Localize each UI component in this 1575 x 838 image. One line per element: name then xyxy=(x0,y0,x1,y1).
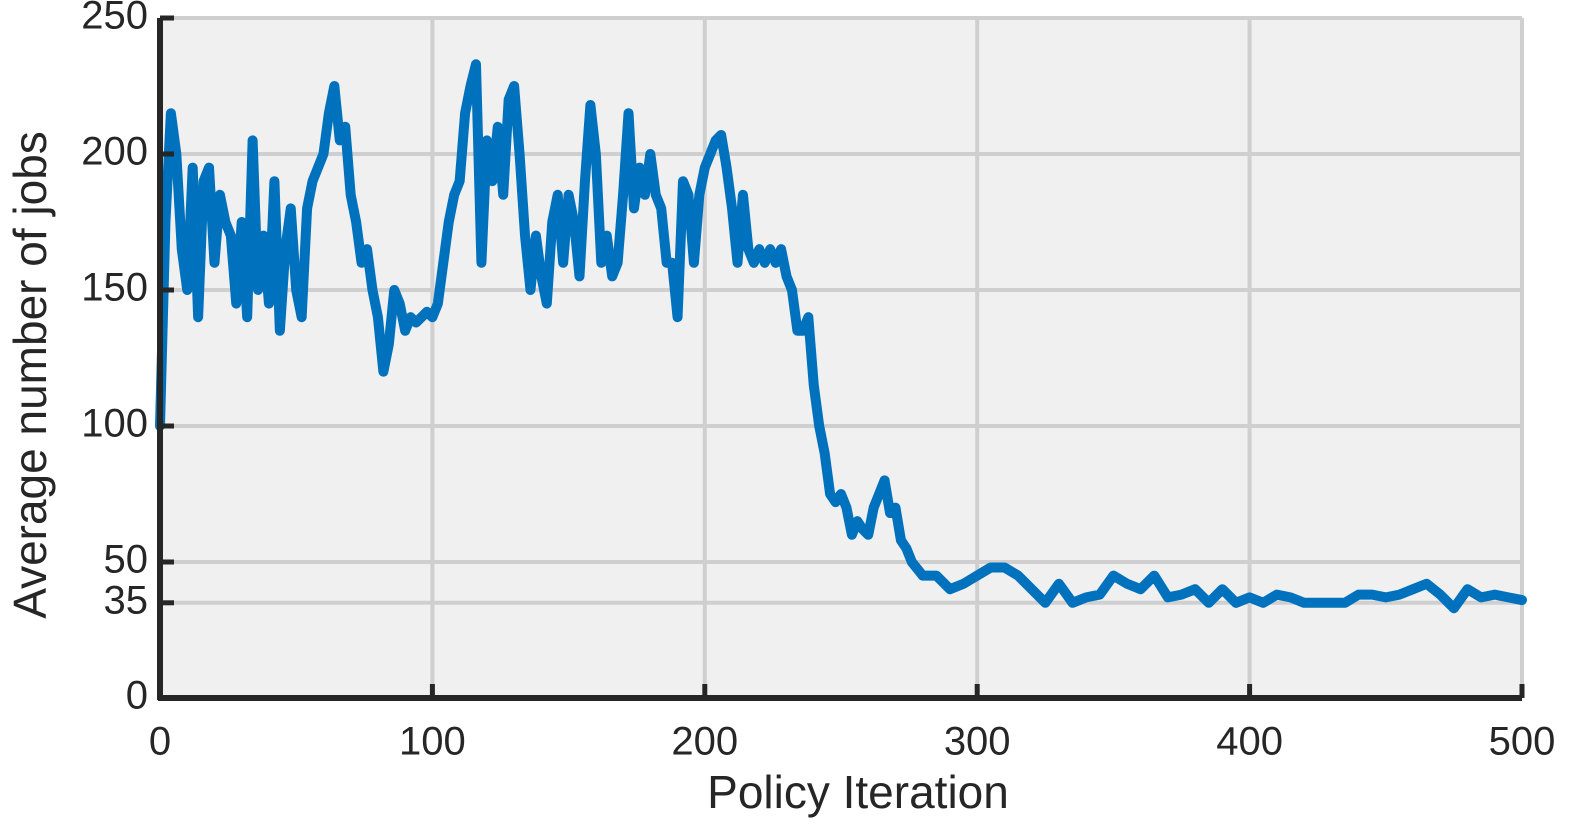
x-tick-label: 200 xyxy=(671,720,738,764)
y-tick-label: 250 xyxy=(81,0,148,38)
plot-area xyxy=(160,18,1522,698)
x-tick-label: 500 xyxy=(1489,720,1556,764)
y-tick-label: 35 xyxy=(104,578,149,622)
x-tick-label: 0 xyxy=(149,720,171,764)
y-tick-label: 0 xyxy=(126,674,148,718)
data-line xyxy=(155,59,1527,614)
y-tick-label: 150 xyxy=(81,266,148,310)
y-tick-label: 100 xyxy=(81,402,148,446)
x-tick-label: 100 xyxy=(399,720,466,764)
x-tick-label: 400 xyxy=(1216,720,1283,764)
y-tick-label: 200 xyxy=(81,130,148,174)
grid xyxy=(158,16,1524,700)
x-tick-label: 300 xyxy=(944,720,1011,764)
y-axis-label: Average number of jobs xyxy=(4,131,56,619)
x-axis-label: Policy Iteration xyxy=(707,766,1009,818)
y-tick-label: 50 xyxy=(104,538,149,582)
lines xyxy=(155,59,1527,614)
